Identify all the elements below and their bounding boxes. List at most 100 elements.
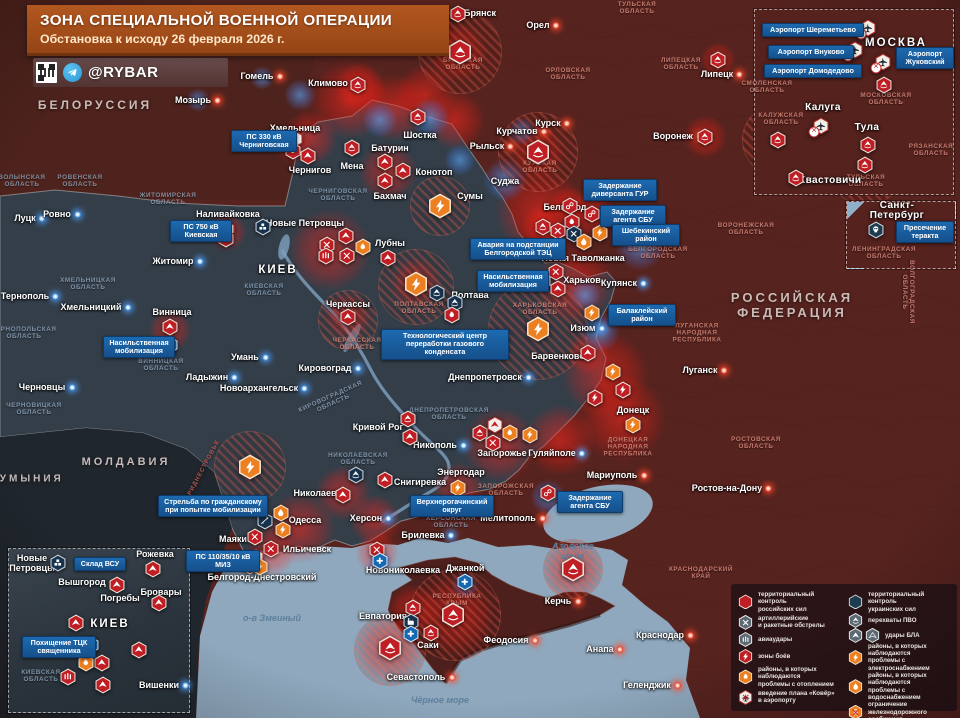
credit-bar[interactable]: @RYBAR (33, 58, 229, 87)
marker-drone-icon (377, 153, 394, 171)
map-subtitle: Обстановка к исходу 26 февраля 2026 г. (40, 32, 285, 46)
event-callout: Авария на подстанции Белгородской ТЭЦ (470, 238, 566, 261)
city-dot (261, 353, 269, 361)
region-label: ОРЛОВСКАЯ ОБЛАСТЬ (545, 67, 591, 81)
region-label: ХМЕЛЬНИЦКАЯ ОБЛАСТЬ (60, 277, 116, 291)
marker-medical-icon (372, 552, 389, 570)
city-dot (578, 449, 586, 457)
region-label: МОСКОВСКАЯ ОБЛАСТЬ (860, 92, 912, 106)
city-label: Саки (417, 640, 439, 650)
city-label: Тула (854, 122, 880, 133)
marker-intercept-icon (400, 410, 417, 428)
marker-power-icon (450, 479, 467, 497)
city-label: Кривой Рог (352, 422, 404, 432)
marker-skull-icon (868, 221, 885, 239)
city-dot (73, 210, 81, 218)
event-callout: Шебекинский район (612, 224, 680, 247)
legend-item-label: районы, в которых наблюдаются проблемы с… (758, 666, 834, 688)
city-label: КИЕВ (90, 618, 130, 630)
marker-intercept-icon (450, 5, 467, 23)
city-dot (616, 645, 624, 653)
event-callout: ПС 750 кВ Киевская (170, 220, 232, 243)
event-callout: Технологический центр переработки газово… (381, 329, 509, 360)
city-dot (673, 681, 681, 689)
marker-drone-icon (402, 428, 419, 446)
marker-drone-icon (340, 308, 357, 326)
marker-intercept-icon (526, 139, 551, 165)
city-dot (640, 279, 648, 287)
legend-item-label: районы, в которых наблюдаются проблемы с… (868, 642, 930, 672)
city-label: Севастополь (387, 672, 456, 682)
marker-plane-icon: ✕ (870, 53, 892, 74)
region-label: ДНЕПРОПЕТРОВСКАЯ ОБЛАСТЬ (409, 407, 489, 421)
city-label: Николаев (293, 488, 337, 498)
marker-arrest-icon (584, 205, 601, 223)
marker-drone-icon (162, 318, 179, 336)
event-callout: Склад ВСУ (74, 557, 126, 572)
title-block: ЗОНА СПЕЦИАЛЬНОЙ ВОЕННОЙ ОПЕРАЦИИ Обстан… (27, 5, 449, 56)
marker-drone-icon (94, 654, 111, 672)
legend-control-ua-icon (848, 594, 863, 610)
event-callout: Насильственная мобилизация (103, 336, 175, 359)
city-label: Хмельницкий (61, 302, 132, 312)
city-label: Сумы (457, 191, 483, 201)
city-dot (448, 673, 456, 681)
legend-item-label: авиаудары (758, 635, 793, 643)
city-label: Липецк (701, 69, 744, 79)
marker-intercept-icon (350, 76, 367, 94)
rybar-handle[interactable]: @RYBAR (88, 64, 159, 81)
marker-drone-icon (300, 147, 317, 165)
region-label: ЧЕРКАССКАЯ ОБЛАСТЬ (332, 337, 382, 351)
marker-drone-icon (145, 560, 162, 578)
city-dot (385, 514, 393, 522)
city-dot (687, 631, 695, 639)
region-label: ВИННИЦКАЯ ОБЛАСТЬ (138, 358, 184, 372)
event-callout: Аэропорт Внуково (768, 45, 854, 60)
city-label: Полтава (451, 290, 489, 300)
legend-column-left: территориальный контроль российских сил а… (738, 591, 842, 705)
city-label: Ростов-на-Дону (692, 483, 773, 493)
telegram-icon (63, 63, 82, 82)
city-dot (524, 373, 532, 381)
marker-intercept-icon (441, 602, 466, 628)
region-label: ВОЛЫНСКАЯ ОБЛАСТЬ (0, 174, 46, 188)
city-label: Умань (231, 352, 269, 362)
city-dot (231, 373, 239, 381)
marker-sabotage-icon (263, 540, 280, 558)
city-dot (507, 142, 515, 150)
legend-item: территориальный контроль украинских сил (848, 591, 952, 613)
event-callout: Аэропорт Шереметьево (762, 23, 864, 38)
city-dot (552, 21, 560, 29)
legend-drone-grey-icon (848, 627, 863, 643)
event-callout: Пресечение теракта (896, 221, 954, 244)
marker-drone-icon (580, 344, 597, 362)
legend-item: зоны боёв (738, 648, 842, 664)
region-label: КИЕВСКАЯ ОБЛАСТЬ (244, 283, 284, 297)
region-label: ВОЛГОГРАДСКАЯ ОБЛАСТЬ (901, 260, 915, 324)
legend-rail-icon (848, 704, 863, 718)
marker-power-icon (428, 193, 453, 219)
city-dot (720, 366, 728, 374)
marker-intercept-icon (876, 76, 893, 94)
event-callout: ПС 110/35/10 кВ МИЗ (186, 550, 260, 573)
legend-column-right: территориальный контроль украинских сил п… (848, 591, 952, 718)
legend-kovyor-icon (738, 689, 753, 705)
city-label: Ладыжин (186, 372, 239, 382)
marker-medical-icon (403, 625, 420, 643)
marker-intercept-icon (410, 108, 427, 126)
country-label: БЕЛОРУССИЯ (37, 98, 153, 112)
qr-code (36, 62, 57, 83)
region-label: ЛЕНИНГРАДСКАЯ ОБЛАСТЬ (852, 246, 916, 260)
city-dot (538, 514, 546, 522)
city-label: Брянск (463, 8, 497, 18)
city-dot (459, 441, 467, 449)
city-label: Геленджик (623, 680, 681, 690)
marker-power-icon (526, 316, 551, 342)
legend-item-label: территориальный контроль российских сил (758, 591, 815, 613)
region-label: ХЕРСОНСКАЯ ОБЛАСТЬ (426, 515, 476, 529)
city-label: Шостка (403, 130, 437, 140)
marker-power-icon (238, 454, 263, 480)
marker-fire-red-icon (444, 306, 461, 324)
city-label: Луганск (682, 365, 728, 375)
closed-x-badge: ✕ (870, 62, 882, 74)
